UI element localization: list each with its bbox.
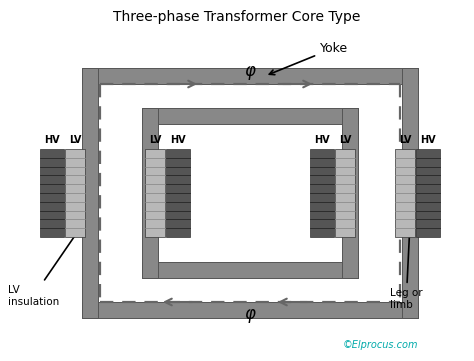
Bar xyxy=(40,149,64,237)
Text: Yoke: Yoke xyxy=(269,42,348,75)
Text: HV: HV xyxy=(44,135,60,145)
Bar xyxy=(145,149,165,237)
Bar xyxy=(335,149,355,237)
Text: LV: LV xyxy=(339,135,351,145)
Text: LV: LV xyxy=(149,135,161,145)
Text: HV: HV xyxy=(170,135,186,145)
Bar xyxy=(142,262,358,278)
Text: Three-phase Transformer Core Type: Three-phase Transformer Core Type xyxy=(113,10,361,24)
Bar xyxy=(82,302,418,318)
Bar xyxy=(142,108,158,278)
Bar xyxy=(402,68,418,318)
Text: Leg or
limb: Leg or limb xyxy=(390,228,423,310)
Text: LV: LV xyxy=(399,135,411,145)
Text: φ: φ xyxy=(245,62,255,80)
Text: LV: LV xyxy=(69,135,81,145)
Bar xyxy=(82,68,98,318)
Bar xyxy=(342,108,358,278)
Text: ©Elprocus.com: ©Elprocus.com xyxy=(343,340,418,350)
Bar xyxy=(416,149,440,237)
Text: φ: φ xyxy=(245,305,255,323)
Bar xyxy=(166,149,190,237)
Text: HV: HV xyxy=(420,135,436,145)
Bar xyxy=(142,108,358,124)
Bar xyxy=(310,149,334,237)
Bar xyxy=(395,149,415,237)
Bar xyxy=(82,68,418,84)
Bar xyxy=(65,149,85,237)
Text: LV
insulation: LV insulation xyxy=(8,225,82,306)
Text: HV: HV xyxy=(314,135,330,145)
